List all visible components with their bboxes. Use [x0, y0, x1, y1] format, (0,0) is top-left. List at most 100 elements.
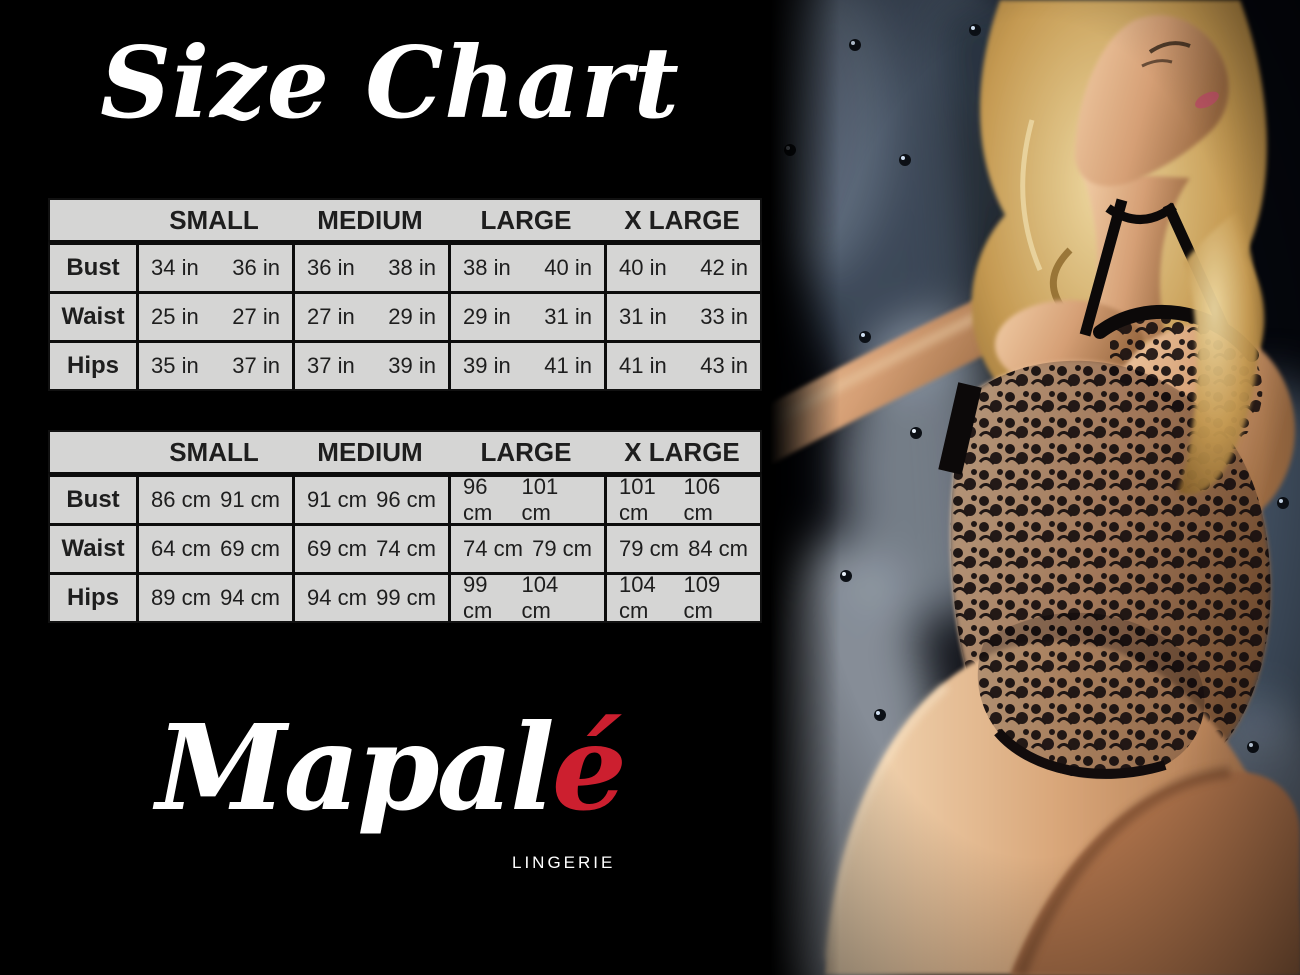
measurement-value: 94 cm	[307, 585, 367, 610]
page-title: Size Chart	[100, 26, 680, 141]
measurement-value: 34 in	[151, 255, 199, 280]
measurement-value: 31 in	[619, 304, 667, 329]
measurement-value: 79 cm	[619, 536, 679, 561]
row-label: Bust	[50, 477, 136, 523]
row-label: Hips	[50, 575, 136, 621]
measurement-value: 42 in	[700, 255, 748, 280]
measurement-cell: 99 cm 104 cm	[451, 572, 604, 623]
measurement-value: 79 cm	[532, 536, 592, 561]
measurement-value: 39 in	[463, 353, 511, 378]
measurement-value: 38 in	[463, 255, 511, 280]
size-column-header: MEDIUM	[317, 436, 423, 467]
measurement-value: 86 cm	[151, 487, 211, 512]
measurement-value: 69 cm	[307, 536, 367, 561]
measurement-value: 37 in	[307, 353, 355, 378]
measurement-value: 101 cm	[521, 474, 559, 525]
row-label: Hips	[50, 343, 136, 389]
brand-wordmark-white: Mapal	[156, 698, 555, 837]
size-column-header: MEDIUM	[317, 204, 423, 235]
measurement-value: 27 in	[232, 304, 280, 329]
measurement-value: 36 in	[307, 255, 355, 280]
measurement-value: 39 in	[388, 353, 436, 378]
measurement-value: 109 cm	[683, 572, 721, 623]
row-label: Waist	[50, 294, 136, 340]
measurement-cell: 34 in 36 in	[139, 245, 292, 291]
row-label: Bust	[50, 245, 136, 291]
vignette	[770, 0, 1300, 975]
measurement-cell: 27 in 29 in	[295, 294, 448, 340]
measurement-cell: 69 cm 74 cm	[295, 526, 448, 572]
measurement-value: 41 in	[619, 353, 667, 378]
measurement-value: 27 in	[307, 304, 355, 329]
measurement-value: 106 cm	[683, 474, 721, 525]
measurement-cell: 91 cm 96 cm	[295, 477, 448, 523]
measurement-value: 101 cm	[619, 474, 656, 525]
measurement-value: 31 in	[544, 304, 592, 329]
measurement-cell: 39 in 41 in	[451, 343, 604, 389]
measurement-cell: 25 in 27 in	[139, 294, 292, 340]
measurement-value: 91 cm	[220, 487, 280, 512]
measurement-cell: 36 in 38 in	[295, 245, 448, 291]
brand-wordmark: Mapalé	[0, 700, 780, 836]
measurement-value: 104 cm	[521, 572, 559, 623]
measurement-value: 74 cm	[463, 536, 523, 561]
measurement-value: 37 in	[232, 353, 280, 378]
measurement-value: 99 cm	[463, 572, 493, 623]
measurement-cell: 89 cm 94 cm	[139, 575, 292, 621]
measurement-value: 29 in	[463, 304, 511, 329]
size-table-header-row: SMALL MEDIUM LARGE X LARGE	[48, 430, 762, 472]
measurement-value: 96 cm	[463, 474, 493, 525]
measurement-cell: 74 cm 79 cm	[451, 526, 604, 572]
measurement-value: 64 cm	[151, 536, 211, 561]
row-label: Waist	[50, 526, 136, 572]
measurement-value: 91 cm	[307, 487, 367, 512]
brand-logo: Mapalé LINGERIE	[0, 700, 780, 900]
size-column-header: SMALL	[169, 204, 259, 235]
measurement-value: 69 cm	[220, 536, 280, 561]
measurement-value: 36 in	[232, 255, 280, 280]
size-table-inches: SMALL MEDIUM LARGE X LARGE Bust 34 in 36 in 36 …	[48, 198, 762, 391]
measurement-cell: 94 cm 99 cm	[295, 575, 448, 621]
measurement-value: 41 in	[544, 353, 592, 378]
measurement-cell: 104 cm 109 cm	[607, 572, 760, 623]
measurement-value: 40 in	[619, 255, 667, 280]
measurement-cell: 101 cm 106 cm	[607, 474, 760, 525]
measurement-cell: 86 cm 91 cm	[139, 477, 292, 523]
measurement-cell: 40 in 42 in	[607, 245, 760, 291]
measurement-value: 38 in	[388, 255, 436, 280]
measurement-value: 84 cm	[688, 536, 748, 561]
measurement-value: 89 cm	[151, 585, 211, 610]
measurement-value: 25 in	[151, 304, 199, 329]
measurement-value: 104 cm	[619, 572, 656, 623]
measurement-cell: 79 cm 84 cm	[607, 526, 760, 572]
measurement-cell: 64 cm 69 cm	[139, 526, 292, 572]
model-photo	[770, 0, 1300, 975]
size-table-body: Bust 34 in 36 in 36 in 38 in 38 in 40 in 40 in 4…	[48, 240, 762, 391]
measurement-value: 96 cm	[376, 487, 436, 512]
measurement-cell: 41 in 43 in	[607, 343, 760, 389]
measurement-value: 43 in	[700, 353, 748, 378]
measurement-value: 33 in	[700, 304, 748, 329]
measurement-cell: 37 in 39 in	[295, 343, 448, 389]
measurement-value: 35 in	[151, 353, 199, 378]
left-edge-fade	[770, 0, 840, 975]
measurement-value: 99 cm	[376, 585, 436, 610]
model-photo-illustration	[770, 0, 1300, 975]
size-column-header: X LARGE	[624, 204, 740, 235]
measurement-value: 40 in	[544, 255, 592, 280]
measurement-cell: 35 in 37 in	[139, 343, 292, 389]
measurement-value: 29 in	[388, 304, 436, 329]
size-table-header-row: SMALL MEDIUM LARGE X LARGE	[48, 198, 762, 240]
measurement-cell: 29 in 31 in	[451, 294, 604, 340]
info-panel: Size Chart SMALL MEDIUM LARGE X LARGE Bust 34…	[48, 29, 762, 872]
size-column-header: SMALL	[169, 436, 259, 467]
size-table-body: Bust 86 cm 91 cm 91 cm 96 cm 96 cm 101 cm 101 c…	[48, 472, 762, 623]
size-column-header: LARGE	[480, 436, 572, 467]
measurement-value: 94 cm	[220, 585, 280, 610]
brand-wordmark-accent: é	[551, 698, 627, 837]
brand-tagline: LINGERIE	[512, 853, 616, 872]
size-column-header: X LARGE	[624, 436, 740, 467]
measurement-cell: 96 cm 101 cm	[451, 474, 604, 525]
measurement-value: 74 cm	[376, 536, 436, 561]
